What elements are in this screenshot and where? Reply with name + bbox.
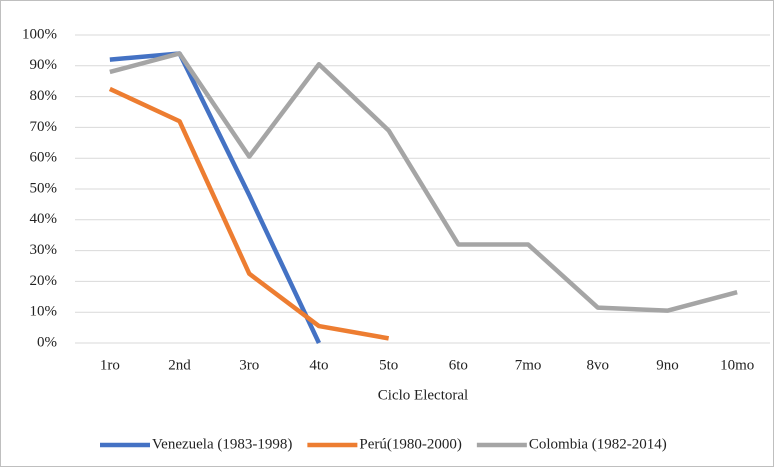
legend-label: Venezuela (1983-1998) [152, 436, 292, 452]
x-tick-label: 10mo [720, 357, 754, 373]
legend-label: Colombia (1982-2014) [529, 436, 667, 452]
x-tick-label: 9no [656, 357, 679, 373]
x-axis-title: Ciclo Electoral [378, 387, 468, 403]
legend-label: Perú(1980-2000) [359, 436, 461, 452]
x-tick-label: 5to [379, 357, 398, 373]
x-tick-label: 4to [309, 357, 328, 373]
x-tick-label: 8vo [587, 357, 610, 373]
series-line [108, 86, 390, 341]
series-line [109, 51, 321, 344]
y-tick-label: 20% [30, 273, 58, 289]
series-line [109, 51, 738, 313]
x-tick-label: 7mo [515, 357, 542, 373]
x-tick-label: 1ro [100, 357, 120, 373]
y-tick-label: 0% [37, 334, 57, 350]
y-tick-label: 30% [30, 242, 58, 258]
y-tick-label: 70% [30, 119, 58, 135]
x-tick-label: 6to [449, 357, 468, 373]
y-tick-label: 40% [30, 211, 58, 227]
x-tick-label: 3ro [239, 357, 259, 373]
y-tick-label: 10% [30, 304, 58, 320]
y-tick-label: 60% [30, 150, 58, 166]
y-tick-label: 80% [30, 88, 58, 104]
y-tick-label: 100% [22, 26, 57, 42]
y-tick-label: 90% [30, 57, 58, 73]
y-tick-label: 50% [30, 180, 58, 196]
x-tick-label: 2nd [168, 357, 191, 373]
